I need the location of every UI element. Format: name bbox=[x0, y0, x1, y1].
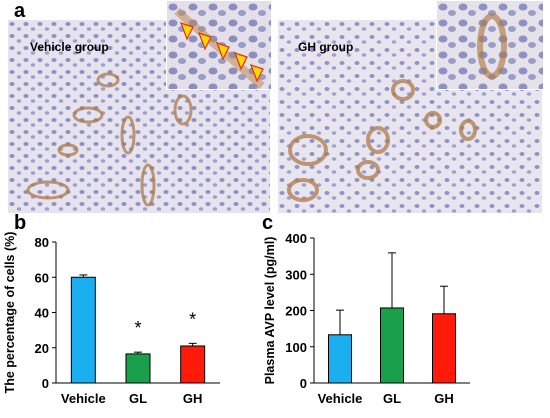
arrowhead-markers bbox=[179, 22, 264, 83]
y-tick-label: 0 bbox=[300, 376, 307, 391]
y-tick-label: 200 bbox=[285, 304, 307, 319]
y-tick-label: 20 bbox=[35, 341, 49, 356]
significance-marker: * bbox=[134, 318, 141, 338]
vehicle-group-label: Vehicle group bbox=[30, 40, 109, 54]
x-tick-label: GL bbox=[129, 391, 147, 406]
bar-gl bbox=[380, 307, 404, 384]
gh-inset bbox=[436, 0, 544, 90]
y-axis-label: The percentage of cells (%) bbox=[3, 232, 17, 394]
y-tick-label: 0 bbox=[42, 376, 49, 391]
x-tick-label: Vehicle bbox=[318, 391, 363, 406]
bar-gh bbox=[180, 345, 206, 384]
arrowhead-icon bbox=[215, 42, 230, 61]
y-tick-label: 80 bbox=[35, 235, 49, 250]
y-tick-label: 300 bbox=[285, 267, 307, 282]
arrowhead-icon bbox=[197, 32, 212, 51]
chart-c-plot: 0 100 200 300 400 Plasma AVP level (pg/ml) Veh… bbox=[263, 231, 470, 406]
significance-marker: * bbox=[189, 309, 196, 329]
arrowhead-icon bbox=[233, 52, 248, 71]
y-tick-label: 60 bbox=[35, 270, 49, 285]
gh-group-label: GH group bbox=[298, 40, 354, 54]
x-tick-label: GH bbox=[183, 391, 203, 406]
bar-vehicle bbox=[328, 334, 352, 384]
vehicle-inset-image bbox=[167, 1, 271, 89]
panel-letter-a: a bbox=[14, 0, 26, 22]
gh-inset-image bbox=[437, 1, 543, 89]
arrowhead-icon bbox=[249, 64, 264, 83]
bar-vehicle bbox=[70, 276, 96, 384]
y-axis-label: Plasma AVP level (pg/ml) bbox=[263, 237, 277, 385]
arrowhead-icon bbox=[179, 22, 194, 41]
x-tick-label: GH bbox=[434, 391, 454, 406]
bar-gl bbox=[125, 353, 151, 384]
y-tick-label: 400 bbox=[285, 231, 307, 246]
panel-letter-b: b bbox=[14, 212, 27, 234]
y-tick-label: 100 bbox=[285, 340, 307, 355]
chart-c: 0 100 200 300 400 Plasma AVP level (pg/ml) Veh… bbox=[263, 231, 470, 406]
y-tick-label: 40 bbox=[35, 306, 49, 321]
x-tick-label: Vehicle bbox=[61, 391, 106, 406]
vehicle-inset bbox=[166, 0, 272, 90]
bar-gh bbox=[432, 313, 456, 384]
chart-b-plot: 0 20 40 60 80 The percentage of cells (%) Vehi… bbox=[3, 232, 220, 406]
x-tick-label: GL bbox=[383, 391, 401, 406]
panel-letter-c: c bbox=[262, 212, 274, 234]
chart-b: 0 20 40 60 80 The percentage of cells (%) Vehi… bbox=[3, 232, 220, 406]
